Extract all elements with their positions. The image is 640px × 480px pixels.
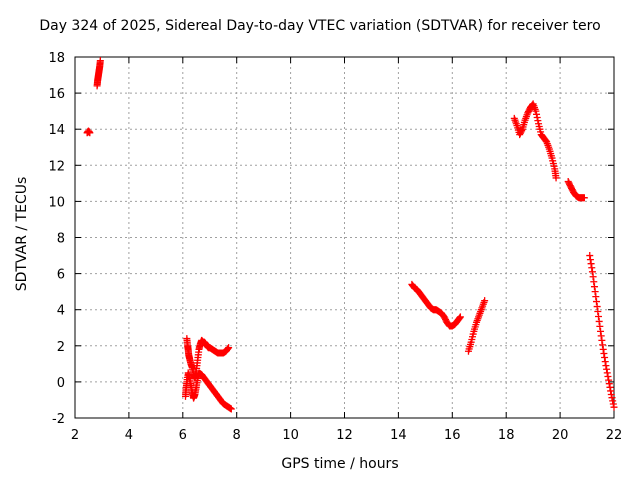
x-tick-label: 8: [233, 428, 241, 443]
data-point: [605, 380, 613, 388]
data-point: [533, 113, 541, 121]
data-point: [599, 345, 607, 353]
data-point: [607, 391, 615, 399]
data-point: [533, 110, 541, 118]
x-axis-label: GPS time / hours: [281, 456, 399, 472]
data-point: [227, 405, 235, 413]
y-tick-label: 10: [48, 195, 65, 210]
x-tick-label: 12: [336, 428, 353, 443]
data-point: [605, 376, 613, 384]
series-seg7: [510, 100, 560, 182]
axis-ticks: 2 4 6 8 10 12 14 16 18 20 22 -2 0 2 4 6 8 10 12 14 16 18: [48, 51, 622, 443]
data-point: [601, 358, 609, 366]
data-point: [580, 194, 588, 202]
data-point: [599, 341, 607, 349]
data-point: [586, 256, 594, 264]
x-tick-label: 16: [444, 428, 461, 443]
data-point: [588, 264, 596, 272]
y-tick-label: 12: [48, 159, 65, 174]
data-point: [595, 317, 603, 325]
data-point: [588, 268, 596, 276]
data-point: [602, 362, 610, 370]
y-tick-label: 6: [57, 268, 65, 283]
data-point: [518, 127, 526, 135]
data-point: [609, 400, 617, 408]
y-tick-label: -2: [52, 412, 65, 427]
x-tick-label: 14: [390, 428, 407, 443]
data-point: [86, 129, 94, 137]
series-seg8: [564, 178, 588, 202]
data-point: [608, 394, 616, 402]
y-tick-label: 16: [48, 87, 65, 102]
plot-frame: [74, 56, 615, 419]
data-point: [552, 174, 560, 182]
x-tick-label: 20: [552, 428, 569, 443]
data-point: [606, 383, 614, 391]
x-tick-label: 10: [282, 428, 299, 443]
data-point: [593, 303, 601, 311]
chart-title: Day 324 of 2025, Sidereal Day-to-day VTE…: [39, 18, 601, 34]
data-point: [590, 283, 598, 291]
series-seg1: [83, 127, 94, 137]
y-tick-label: 18: [48, 51, 65, 66]
series-seg5: [408, 280, 464, 330]
y-tick-label: 2: [57, 340, 65, 355]
data-point: [594, 308, 602, 316]
data-point: [534, 117, 542, 125]
data-point: [532, 107, 540, 115]
data-point: [456, 314, 464, 322]
data-point: [595, 312, 603, 320]
y-tick-label: 14: [48, 123, 65, 138]
series-seg3: [183, 335, 233, 382]
series-seg4: [181, 369, 235, 413]
data-point: [481, 297, 489, 305]
data-point: [603, 365, 611, 373]
data-point: [590, 278, 598, 286]
data-point: [596, 322, 604, 330]
y-tick-label: 4: [57, 304, 65, 319]
x-tick-label: 2: [71, 428, 79, 443]
data-points: [83, 57, 618, 413]
y-tick-label: 0: [57, 376, 65, 391]
series-seg2: [93, 57, 104, 90]
x-tick-label: 18: [498, 428, 515, 443]
data-point: [96, 57, 104, 65]
data-point: [586, 252, 594, 260]
data-point: [597, 332, 605, 340]
data-point: [592, 298, 600, 306]
y-tick-label: 8: [57, 232, 65, 247]
grid: [75, 57, 614, 418]
data-point: [603, 369, 611, 377]
data-point: [456, 313, 464, 321]
data-point: [597, 327, 605, 335]
series-seg9: [586, 252, 618, 411]
x-tick-label: 4: [125, 428, 133, 443]
data-point: [610, 403, 618, 411]
data-point: [609, 397, 617, 405]
data-point: [598, 336, 606, 344]
data-point: [604, 372, 612, 380]
data-point: [607, 387, 615, 395]
data-point: [600, 349, 608, 357]
series-seg6: [464, 297, 489, 355]
data-point: [601, 354, 609, 362]
data-point: [591, 288, 599, 296]
data-point: [587, 260, 595, 268]
data-point: [225, 344, 233, 352]
data-point: [592, 293, 600, 301]
x-tick-label: 6: [179, 428, 187, 443]
x-tick-label: 22: [606, 428, 623, 443]
data-point: [224, 345, 232, 353]
data-point: [589, 273, 597, 281]
